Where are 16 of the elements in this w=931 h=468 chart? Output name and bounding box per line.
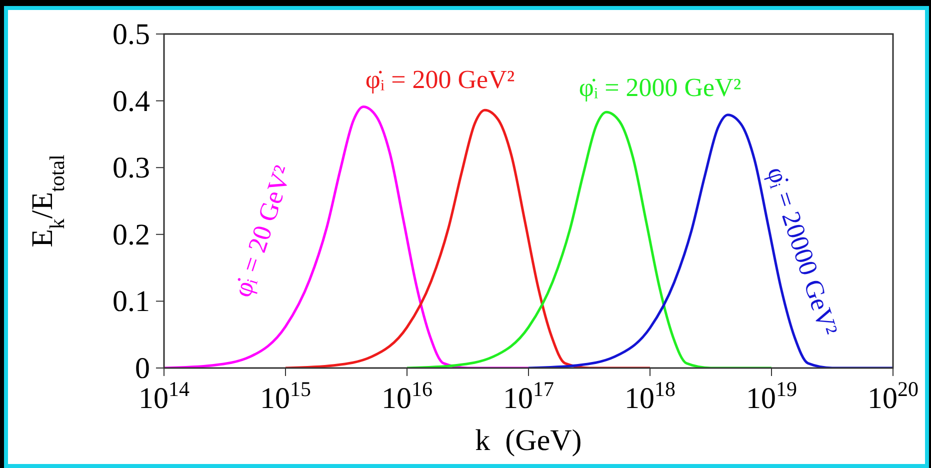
annotation: φ̇ᵢ = 20 GeV²: [228, 162, 298, 301]
y-tick-label: 0.2: [112, 218, 150, 252]
x-tick-label: 10$^{20}$: [868, 377, 918, 415]
x-tick-label: 10$^{15}$: [260, 377, 311, 415]
x-tick-label: 10$^{19}$: [746, 377, 797, 415]
x-tick-label: 10$^{16}$: [382, 377, 432, 415]
annotation: φ̇ᵢ = 200 GeV²: [365, 64, 515, 94]
y-tick-label: 0.3: [112, 152, 150, 185]
y-tick-label: 0.4: [112, 84, 150, 118]
x-tick-label: 10$^{17}$: [503, 377, 554, 415]
annotation: φ̇ᵢ = 2000 GeV²: [578, 72, 742, 102]
x-tick-label: 10$^{18}$: [624, 377, 676, 415]
y-tick-label: 0.5: [112, 18, 150, 51]
y-tick-label: 0.1: [112, 285, 150, 318]
x-axis-title: k (GeV): [475, 424, 582, 457]
annotation: φ̇ᵢ = 20000 GeV²: [762, 163, 844, 340]
